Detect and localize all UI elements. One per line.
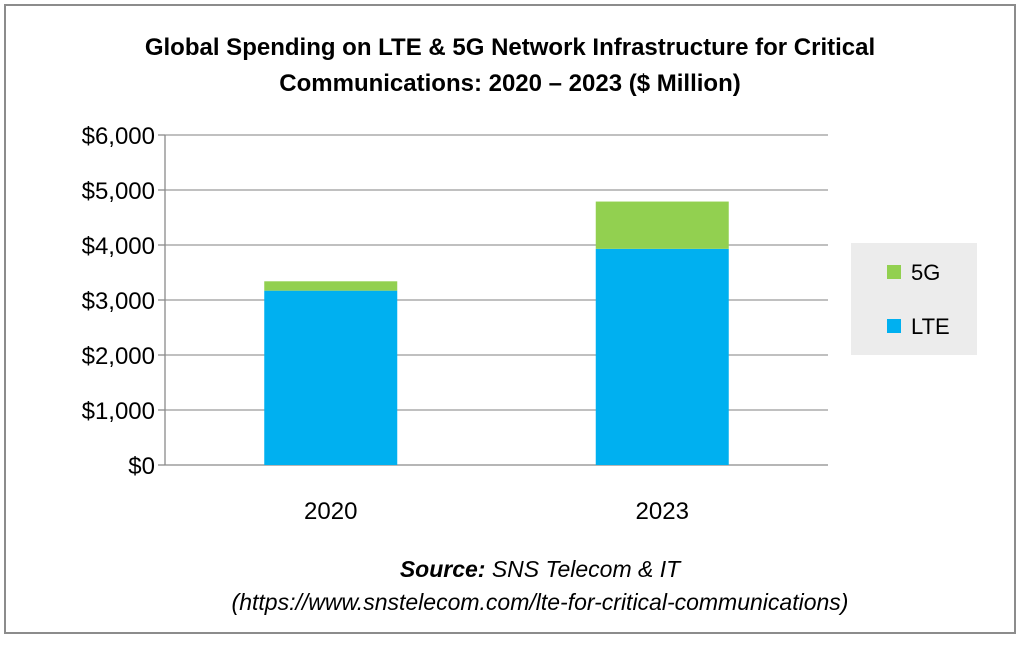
x-tick-label: 2023: [636, 498, 689, 525]
bar-5g-2023: [595, 201, 729, 249]
legend-item-5g: 5G: [887, 261, 940, 285]
y-tick-label: $1,000: [82, 398, 155, 425]
chart-title: Global Spending on LTE & 5G Network Infr…: [60, 30, 960, 102]
chart-legend: 5G LTE: [851, 243, 977, 355]
source-line: Source: SNS Telecom & IT: [100, 553, 980, 586]
bar-5g-2020: [264, 281, 398, 291]
y-tick-label: $4,000: [82, 233, 155, 260]
y-tick-label: $5,000: [82, 178, 155, 205]
legend-item-lte: LTE: [887, 315, 950, 339]
legend-swatch-5g: [887, 265, 901, 279]
y-tick-label: $6,000: [82, 123, 155, 150]
legend-swatch-lte: [887, 319, 901, 333]
source-url: (https://www.snstelecom.com/lte-for-crit…: [231, 589, 849, 615]
y-tick-label: $3,000: [82, 288, 155, 315]
legend-label-5g: 5G: [911, 260, 941, 285]
source-text: SNS Telecom & IT: [491, 556, 681, 582]
bar-lte-2023: [595, 248, 729, 465]
chart-title-line-2: Communications: 2020 – 2023 ($ Million): [279, 70, 741, 97]
bar-lte-2020: [264, 290, 398, 465]
y-tick-label: $2,000: [82, 343, 155, 370]
source-note: Source: SNS Telecom & IT (https://www.sn…: [100, 553, 980, 619]
y-tick-label: $0: [128, 453, 155, 480]
source-label: Source:: [399, 556, 486, 582]
x-tick-label: 2020: [304, 498, 357, 525]
chart-title-line-1: Global Spending on LTE & 5G Network Infr…: [144, 34, 876, 61]
legend-label-lte: LTE: [911, 314, 950, 339]
chart-frame: [4, 4, 1016, 634]
